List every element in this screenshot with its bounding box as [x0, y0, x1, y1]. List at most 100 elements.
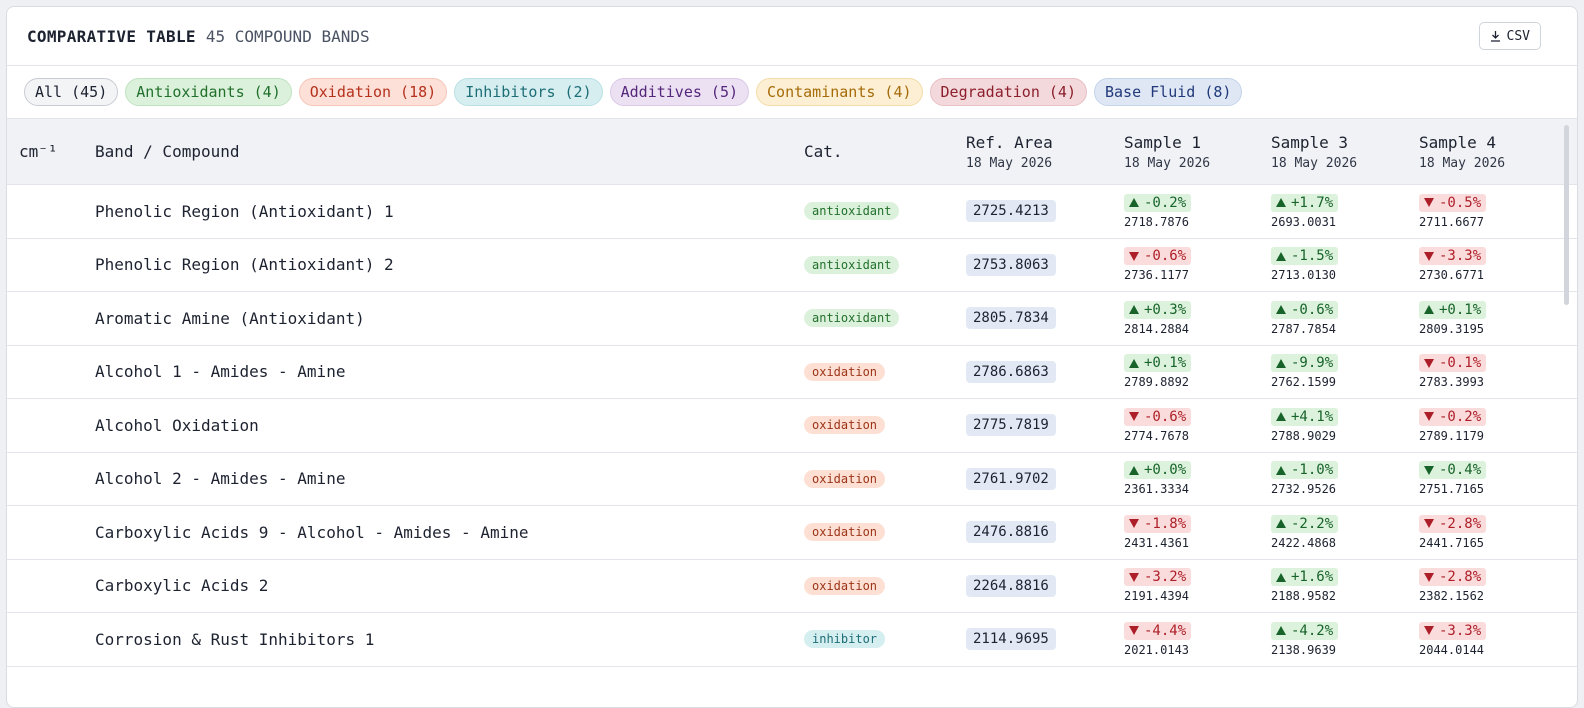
- filter-chip[interactable]: Contaminants (4): [756, 78, 923, 106]
- sample-value: 2693.0031: [1271, 214, 1337, 229]
- trend-arrow: [1424, 572, 1434, 582]
- sample-cell: +0.3% 2814.2884: [1124, 300, 1271, 336]
- sample-value: 2191.4394: [1124, 589, 1190, 604]
- delta-value: -2.2%: [1291, 515, 1334, 532]
- filter-chip[interactable]: Inhibitors (2): [454, 78, 603, 106]
- delta-value: -2.8%: [1439, 569, 1482, 586]
- table-row[interactable]: Phenolic Region (Antioxidant) 1 antioxida…: [7, 185, 1577, 239]
- column-date: 18 May 2026: [1124, 155, 1211, 171]
- filter-chip[interactable]: Additives (5): [609, 78, 750, 106]
- trend-arrow: [1424, 412, 1434, 422]
- sample-cell: +4.1% 2788.9029: [1271, 407, 1419, 443]
- table-row[interactable]: Corrosion & Rust Inhibitors 1 inhibitor 21…: [7, 613, 1577, 667]
- column-date: 18 May 2026: [1419, 155, 1506, 171]
- arrow-shape: [1129, 198, 1139, 208]
- sample-cell: +0.0% 2361.3334: [1124, 461, 1271, 496]
- table-row[interactable]: Alcohol Oxidation oxidation 2775.7819 -0.6%…: [7, 399, 1577, 453]
- delta-badge: -1.0%: [1271, 461, 1339, 480]
- delta-value: -0.4%: [1439, 462, 1482, 479]
- filter-chip[interactable]: Antioxidants (4): [125, 78, 292, 106]
- delta-badge: -3.2%: [1124, 568, 1192, 587]
- csv-button[interactable]: CSV: [1478, 22, 1541, 50]
- arrow-shape: [1129, 572, 1139, 582]
- column-date: 18 May 2026: [966, 155, 1053, 171]
- delta-badge: -1.5%: [1271, 247, 1339, 266]
- compound-name: Carboxylic Acids 2: [95, 576, 269, 596]
- table-row[interactable]: Phenolic Region (Antioxidant) 2 antioxida…: [7, 239, 1577, 292]
- delta-badge: -0.2%: [1419, 407, 1487, 426]
- arrow-shape: [1276, 465, 1286, 475]
- category-badge: antioxidant: [804, 309, 900, 328]
- table-row[interactable]: Alcohol 2 - Amides - Amine oxidation 2761.…: [7, 453, 1577, 506]
- delta-badge: +0.3%: [1124, 300, 1192, 319]
- trend-arrow: [1129, 572, 1139, 582]
- delta-badge: -2.8%: [1419, 514, 1487, 533]
- scrollbar: [1564, 125, 1569, 305]
- sample-cell: -2.2% 2422.4868: [1271, 514, 1419, 550]
- sample-value: 2422.4868: [1271, 535, 1337, 550]
- filter-chip[interactable]: All (45): [24, 78, 119, 106]
- comparative-table-card: COMPARATIVE TABLE 45 COMPOUND BANDS CSV …: [6, 6, 1578, 708]
- reference-area: 2753.8063: [966, 253, 1056, 276]
- reference-area: 2476.8816: [966, 521, 1056, 544]
- sample-cell: -3.3% 2730.6771: [1419, 247, 1577, 282]
- delta-value: -9.9%: [1291, 355, 1334, 372]
- sample-value: 2789.1179: [1419, 428, 1485, 443]
- trend-arrow: [1129, 198, 1139, 208]
- delta-value: -0.5%: [1439, 194, 1482, 211]
- delta-badge: -3.3%: [1419, 621, 1487, 640]
- filter-bar: All (45) Antioxidants (4) Oxidation (18) In…: [7, 66, 1577, 119]
- category-badge: oxidation: [804, 576, 886, 595]
- category-badge: oxidation: [804, 362, 886, 381]
- delta-value: -4.2%: [1291, 622, 1334, 639]
- delta-badge: -4.4%: [1124, 621, 1192, 640]
- sample-value: 2762.1599: [1271, 375, 1337, 390]
- sample-value: 2751.7165: [1419, 482, 1485, 497]
- column-label: Cat.: [804, 142, 843, 161]
- arrow-shape: [1129, 465, 1139, 475]
- delta-value: +4.1%: [1291, 408, 1334, 425]
- table-row[interactable]: Carboxylic Acids 2 oxidation 2264.8816 -3.2…: [7, 560, 1577, 613]
- sample-cell: -2.8% 2382.1562: [1419, 568, 1577, 603]
- delta-badge: -0.1%: [1419, 354, 1487, 373]
- sample-value: 2814.2884: [1124, 321, 1190, 336]
- filter-chip[interactable]: Degradation (4): [929, 78, 1087, 106]
- delta-value: -3.3%: [1439, 622, 1482, 639]
- trend-arrow: [1129, 251, 1139, 261]
- filter-chip[interactable]: Base Fluid (8): [1094, 78, 1243, 106]
- column-label: cm⁻¹: [19, 142, 58, 161]
- arrow-shape: [1129, 626, 1139, 636]
- category-badge: oxidation: [804, 416, 886, 435]
- sample-value: 2021.0143: [1124, 642, 1190, 657]
- reference-area: 2761.9702: [966, 467, 1056, 490]
- sample-cell: -1.5% 2713.0130: [1271, 247, 1419, 282]
- sample-cell: -1.0% 2732.9526: [1271, 461, 1419, 496]
- csv-label: CSV: [1506, 28, 1530, 44]
- delta-value: -1.8%: [1144, 515, 1187, 532]
- delta-badge: -1.8%: [1124, 514, 1192, 533]
- sample-cell: -4.4% 2021.0143: [1124, 621, 1271, 657]
- delta-badge: -0.6%: [1124, 247, 1192, 266]
- column-header: Ref. Area 18 May 2026: [966, 133, 1124, 171]
- delta-badge: -3.3%: [1419, 247, 1487, 266]
- table-row[interactable]: Carboxylic Acids 9 - Alcohol - Amides - …: [7, 506, 1577, 560]
- trend-arrow: [1276, 519, 1286, 529]
- sample-cell: -1.8% 2431.4361: [1124, 514, 1271, 550]
- column-header: Sample 1 18 May 2026: [1124, 133, 1271, 171]
- delta-badge: -2.2%: [1271, 514, 1339, 533]
- category-badge: antioxidant: [804, 255, 900, 274]
- delta-value: -1.5%: [1291, 248, 1334, 265]
- delta-badge: +1.7%: [1271, 193, 1339, 212]
- sample-value: 2382.1562: [1419, 589, 1485, 604]
- delta-badge: -0.6%: [1271, 300, 1339, 319]
- delta-value: -0.1%: [1439, 355, 1482, 372]
- arrow-shape: [1276, 198, 1286, 208]
- table-row[interactable]: Alcohol 1 - Amides - Amine oxidation 2786.…: [7, 346, 1577, 399]
- sample-cell: -0.6% 2774.7678: [1124, 407, 1271, 443]
- trend-arrow: [1424, 358, 1434, 368]
- compound-name: Phenolic Region (Antioxidant) 1: [95, 201, 394, 221]
- trend-arrow: [1276, 251, 1286, 261]
- filter-chip[interactable]: Oxidation (18): [298, 78, 448, 106]
- category-badge: oxidation: [804, 523, 886, 542]
- table-row[interactable]: Aromatic Amine (Antioxidant) antioxidant 2…: [7, 292, 1577, 346]
